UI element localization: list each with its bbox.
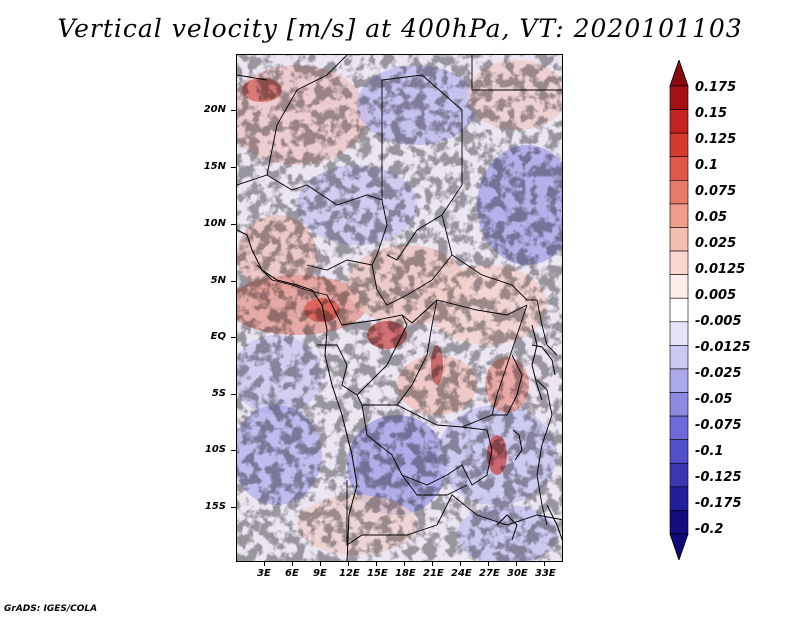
lon-label-27e: 27E [479,568,500,579]
colorbar-bottom-triangle [669,533,689,560]
colorbar [669,60,689,560]
lon-tick [460,562,461,566]
colorbar-label: -0.05 [695,392,733,407]
colorbar-label: 0.1 [695,158,719,173]
lon-label-21e: 21E [423,568,444,579]
lon-tick [320,562,321,566]
lon-label-33e: 33E [535,568,556,579]
lon-label-24e: 24E [451,568,472,579]
colorbar-segment [669,345,689,370]
lon-tick [432,562,433,566]
colorbar-segment [669,203,689,228]
colorbar-label: 0.15 [695,106,728,121]
lon-tick [544,562,545,566]
colorbar-segment [669,368,689,393]
colorbar-segment [669,180,689,205]
colorbar-segment [669,321,689,346]
colorbar-segment [669,227,689,252]
colorbar-label: -0.075 [695,418,742,433]
colorbar-segment [669,132,689,158]
colorbar-label: 0.075 [695,184,737,199]
lat-label-15s: 15S [204,501,226,512]
lon-tick [488,562,489,566]
colorbar-segment [669,85,689,110]
colorbar-label: 0.125 [695,132,737,147]
lat-label-10n: 10N [203,218,226,229]
colorbar-segment [669,156,689,181]
grads-credit: GrADS: IGES/COLA [4,604,98,614]
lat-tick [231,507,236,508]
colorbar-label: 0.0125 [695,262,746,277]
lat-tick [231,337,236,338]
colorbar-label: 0.005 [695,288,737,303]
lat-tick [231,450,236,451]
colorbar-segments [669,60,689,560]
colorbar-label: -0.005 [695,314,742,329]
lon-tick [516,562,517,566]
lon-label-30e: 30E [507,568,528,579]
lon-tick [264,562,265,566]
lat-label-5s: 5S [211,388,226,399]
colorbar-segment [669,486,689,511]
lat-tick [231,394,236,395]
colorbar-label: -0.0125 [695,340,751,355]
colorbar-segment [669,462,689,488]
colorbar-label: -0.125 [695,470,742,485]
colorbar-segment [669,415,689,440]
lon-label-15e: 15E [367,568,388,579]
chart-title: Vertical velocity [m/s] at 400hPa, VT: 2… [57,14,743,43]
coastline [237,229,562,561]
colorbar-label: -0.175 [695,496,742,511]
colorbar-segment [669,274,689,299]
lat-tick [231,110,236,111]
lat-label-15n: 15N [203,161,226,172]
country-borders [237,55,562,546]
colorbar-label: -0.1 [695,444,724,459]
lat-tick [231,167,236,168]
map-panel [236,54,563,562]
lon-label-6e: 6E [285,568,299,579]
lon-label-9e: 9E [313,568,327,579]
lon-label-18e: 18E [395,568,416,579]
colorbar-label: 0.05 [695,210,728,225]
lon-label-3e: 3E [257,568,271,579]
lon-tick [404,562,405,566]
colorbar-segment [669,510,689,535]
lat-label-eq: EQ [210,331,226,342]
lat-tick [231,224,236,225]
colorbar-label: 0.175 [695,80,737,95]
vertical-velocity-field [237,55,562,561]
colorbar-segment [669,109,689,134]
colorbar-label: -0.025 [695,366,742,381]
colorbar-segment [669,297,689,323]
colorbar-top-triangle [669,60,689,87]
lat-label-5n: 5N [210,275,226,286]
colorbar-label: -0.2 [695,522,724,537]
lon-tick [292,562,293,566]
lon-tick [348,562,349,566]
lat-label-20n: 20N [203,104,226,115]
lat-label-10s: 10S [204,444,226,455]
lat-tick [231,281,236,282]
colorbar-segment [669,392,689,417]
lon-label-12e: 12E [339,568,360,579]
colorbar-segment [669,439,689,464]
colorbar-segment [669,250,689,275]
colorbar-label: 0.025 [695,236,737,251]
lon-tick [376,562,377,566]
